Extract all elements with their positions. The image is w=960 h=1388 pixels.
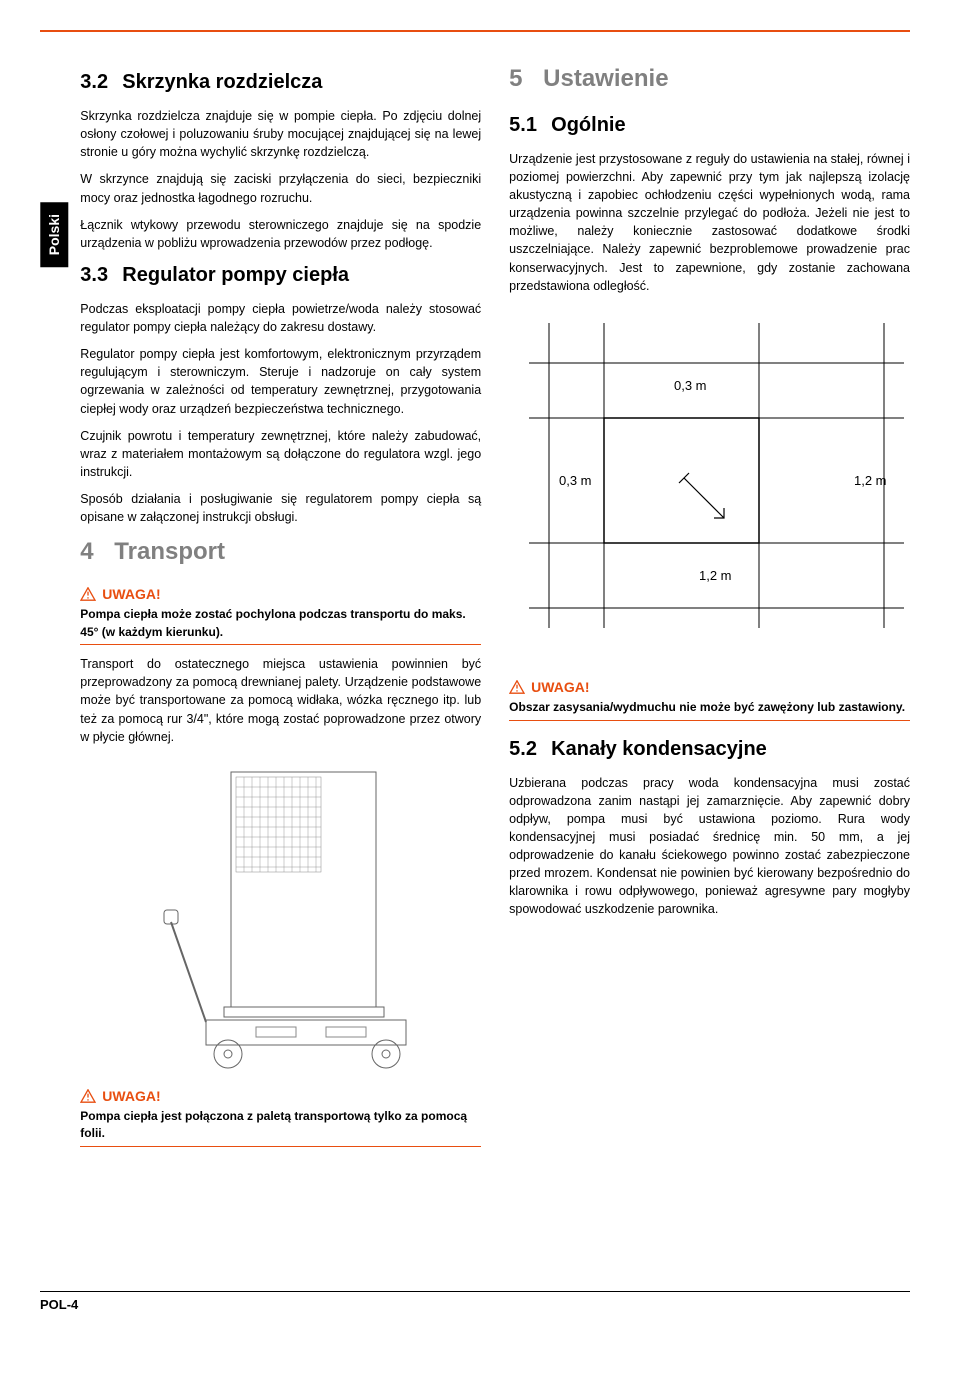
dim-right: 1,2 m — [854, 473, 887, 488]
para: W skrzynce znajdują się zaciski przyłącz… — [80, 170, 481, 206]
para: Transport do ostatecznego miejsca ustawi… — [80, 655, 481, 746]
pump-trolley-diagram — [136, 762, 426, 1072]
para: Podczas eksploatacji pompy ciepła powiet… — [80, 300, 481, 336]
warning-box-3: UWAGA! Obszar zasysania/wydmuchu nie moż… — [509, 677, 910, 721]
heading-4: 4Transport — [80, 535, 481, 570]
warning-rule — [509, 720, 910, 721]
page-number: POL-4 — [40, 1296, 910, 1315]
para: Sposób działania i posługiwanie się regu… — [80, 490, 481, 526]
warning-rule — [80, 644, 481, 645]
warning-triangle-icon — [80, 1089, 96, 1103]
warning-rule — [80, 1146, 481, 1147]
heading-text: Regulator pompy ciepła — [122, 264, 349, 286]
heading-text: Transport — [114, 538, 225, 565]
para: Łącznik wtykowy przewodu sterowniczego z… — [80, 216, 481, 252]
heading-5-1: 5.1Ogólnie — [509, 111, 910, 140]
warning-box-1: UWAGA! Pompa ciepła może zostać pochylon… — [80, 584, 481, 645]
dim-bottom: 1,2 m — [699, 568, 732, 583]
warning-text: Pompa ciepła może zostać pochylona podcz… — [80, 606, 481, 641]
footer-rule — [40, 1291, 910, 1292]
dim-top: 0,3 m — [674, 378, 707, 393]
heading-text: Ogólnie — [551, 114, 625, 136]
right-column: 5Ustawienie 5.1Ogólnie Urządzenie jest p… — [509, 62, 910, 1151]
heading-num: 5.2 — [509, 735, 551, 764]
para: Uzbierana podczas pracy woda kondensacyj… — [509, 774, 910, 919]
warning-triangle-icon — [80, 587, 96, 601]
warning-header: UWAGA! — [509, 677, 910, 697]
warning-label: UWAGA! — [531, 677, 589, 697]
heading-text: Ustawienie — [543, 65, 668, 92]
warning-header: UWAGA! — [80, 584, 481, 604]
warning-label: UWAGA! — [102, 1086, 160, 1106]
para: Skrzynka rozdzielcza znajduje się w pomp… — [80, 107, 481, 161]
para: Urządzenie jest przystosowane z reguły d… — [509, 150, 910, 295]
heading-num: 5.1 — [509, 111, 551, 140]
heading-3-3: 3.3Regulator pompy ciepła — [80, 261, 481, 290]
heading-5: 5Ustawienie — [509, 62, 910, 97]
warning-text: Pompa ciepła jest połączona z paletą tra… — [80, 1108, 481, 1143]
heading-5-2: 5.2Kanały kondensacyjne — [509, 735, 910, 764]
heading-num: 3.2 — [80, 68, 122, 97]
warning-box-2: UWAGA! Pompa ciepła jest połączona z pal… — [80, 1086, 481, 1147]
para: Czujnik powrotu i temperatury zewnętrzne… — [80, 427, 481, 481]
warning-label: UWAGA! — [102, 584, 160, 604]
heading-3-2: 3.2Skrzynka rozdzielcza — [80, 68, 481, 97]
warning-header: UWAGA! — [80, 1086, 481, 1106]
heading-num: 5 — [509, 62, 543, 97]
heading-text: Kanały kondensacyjne — [551, 738, 767, 760]
para: Regulator pompy ciepła jest komfortowym,… — [80, 345, 481, 418]
page-body: Polski 3.2Skrzynka rozdzielcza Skrzynka … — [40, 62, 910, 1151]
warning-text: Obszar zasysania/wydmuchu nie może być z… — [509, 699, 910, 716]
language-tab: Polski — [40, 202, 68, 267]
heading-text: Skrzynka rozdzielcza — [122, 71, 322, 93]
heading-num: 4 — [80, 535, 114, 570]
clearance-diagram: 0,3 m 0,3 m 1,2 m 1,2 m — [509, 318, 909, 648]
top-orange-rule — [40, 30, 910, 32]
heading-num: 3.3 — [80, 261, 122, 290]
two-column-layout: 3.2Skrzynka rozdzielcza Skrzynka rozdzie… — [80, 62, 910, 1151]
dim-left: 0,3 m — [559, 473, 592, 488]
warning-triangle-icon — [509, 680, 525, 694]
left-column: 3.2Skrzynka rozdzielcza Skrzynka rozdzie… — [80, 62, 481, 1151]
